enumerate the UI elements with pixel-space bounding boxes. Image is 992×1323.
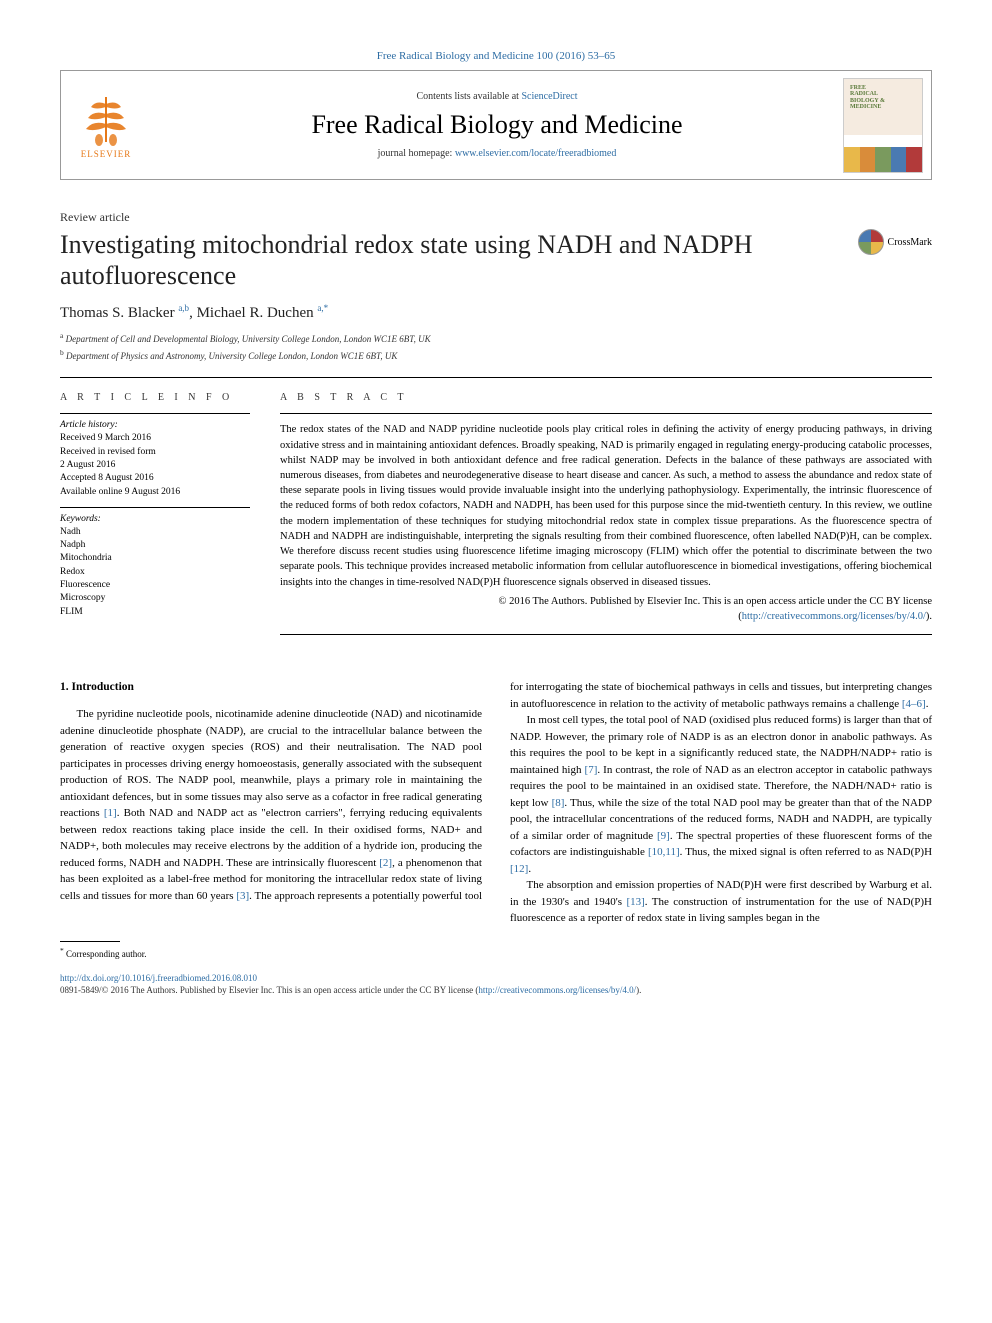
affiliations: a Department of Cell and Developmental B… [60,330,932,363]
issn-suffix: ). [636,985,641,995]
ref-link[interactable]: [2] [379,857,392,869]
sciencedirect-link[interactable]: ScienceDirect [521,91,577,102]
ref-link[interactable]: [8] [552,797,565,809]
page-footer: http://dx.doi.org/10.1016/j.freeradbiome… [60,973,932,995]
ref-link[interactable]: [7] [585,764,598,776]
divider [280,413,932,414]
cover-bars [844,147,922,172]
citation-link[interactable]: Free Radical Biology and Medicine 100 (2… [377,50,616,62]
ref-link[interactable]: [9] [657,830,670,842]
copyright-paren-close: ). [926,611,932,622]
article-info-heading: A R T I C L E I N F O [60,392,250,403]
crossmark-label: CrossMark [888,237,932,248]
elsevier-label: ELSEVIER [81,149,132,159]
keywords-label: Keywords: [60,514,250,524]
authors: Thomas S. Blacker a,b, Michael R. Duchen… [60,303,932,322]
divider [60,413,250,414]
copyright-line: © 2016 The Authors. Published by Elsevie… [280,594,932,624]
ref-link[interactable]: [3] [236,890,249,902]
issn-text: 0891-5849/© 2016 The Authors. Published … [60,985,478,995]
journal-header: ELSEVIER Contents lists available at Sci… [60,70,932,180]
footer-cc-link[interactable]: http://creativecommons.org/licenses/by/4… [478,985,636,995]
journal-cover-thumbnail: FREERADICALBIOLOGY &MEDICINE [843,78,923,173]
cover-title: FREERADICALBIOLOGY &MEDICINE [850,85,885,111]
contents-prefix: Contents lists available at [416,91,521,102]
homepage-link[interactable]: www.elsevier.com/locate/freeradbiomed [455,148,617,159]
doi-link[interactable]: http://dx.doi.org/10.1016/j.freeradbiome… [60,973,257,983]
homepage-line: journal homepage: www.elsevier.com/locat… [151,148,843,159]
ref-link[interactable]: [10,11] [648,846,680,858]
elsevier-tree-icon [81,92,131,147]
paragraph: The absorption and emission properties o… [510,877,932,927]
issn-license-line: 0891-5849/© 2016 The Authors. Published … [60,985,932,995]
ref-link[interactable]: [1] [104,807,117,819]
contents-line: Contents lists available at ScienceDirec… [151,91,843,102]
article-title: Investigating mitochondrial redox state … [60,229,838,291]
divider [60,377,932,378]
ref-link[interactable]: [12] [510,863,528,875]
cc-license-link[interactable]: http://creativecommons.org/licenses/by/4… [742,611,926,622]
article-info-column: A R T I C L E I N F O Article history: R… [60,392,250,649]
footnote-marker: * [60,946,64,955]
crossmark-badge[interactable]: CrossMark [858,229,932,255]
copyright-text: © 2016 The Authors. Published by Elsevie… [498,596,932,607]
ref-link[interactable]: [4–6] [902,698,926,710]
divider [60,507,250,508]
keywords-list: NadhNadphMitochondriaRedoxFluorescenceMi… [60,526,250,619]
divider [280,634,932,635]
footnote-rule [60,941,120,942]
history-label: Article history: [60,420,250,430]
article-history: Received 9 March 2016Received in revised… [60,432,250,498]
citation-line: Free Radical Biology and Medicine 100 (2… [60,50,932,62]
ref-link[interactable]: [13] [626,896,644,908]
homepage-prefix: journal homepage: [378,148,455,159]
footnote-text: Corresponding author. [66,949,147,959]
corresponding-author-footnote: * Corresponding author. [60,946,932,959]
journal-title: Free Radical Biology and Medicine [151,110,843,140]
paragraph: In most cell types, the total pool of NA… [510,712,932,877]
body-text: 1. Introduction The pyridine nucleotide … [60,679,932,927]
abstract-body: The redox states of the NAD and NADP pyr… [280,420,932,589]
crossmark-icon [858,229,884,255]
abstract-column: A B S T R A C T The redox states of the … [280,392,932,649]
header-center: Contents lists available at ScienceDirec… [151,91,843,159]
section-heading: 1. Introduction [60,679,482,696]
elsevier-logo: ELSEVIER [61,71,151,179]
article-type: Review article [60,210,932,225]
abstract-heading: A B S T R A C T [280,392,932,403]
